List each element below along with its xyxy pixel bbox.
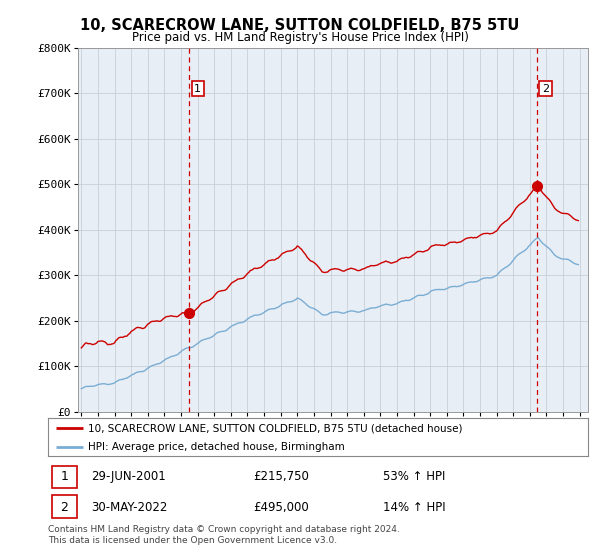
Text: 1: 1 [194,83,201,94]
Text: 14% ↑ HPI: 14% ↑ HPI [383,501,445,514]
Text: £495,000: £495,000 [253,501,309,514]
Text: 53% ↑ HPI: 53% ↑ HPI [383,470,445,483]
Text: 29-JUN-2001: 29-JUN-2001 [91,470,166,483]
Text: £215,750: £215,750 [253,470,309,483]
FancyBboxPatch shape [52,496,77,517]
Text: HPI: Average price, detached house, Birmingham: HPI: Average price, detached house, Birm… [89,442,345,452]
Text: 2: 2 [542,83,549,94]
Text: 1: 1 [61,470,68,483]
FancyBboxPatch shape [52,466,77,488]
Text: 2: 2 [61,501,68,514]
Text: Price paid vs. HM Land Registry's House Price Index (HPI): Price paid vs. HM Land Registry's House … [131,31,469,44]
Text: Contains HM Land Registry data © Crown copyright and database right 2024.
This d: Contains HM Land Registry data © Crown c… [48,525,400,545]
Text: 10, SCARECROW LANE, SUTTON COLDFIELD, B75 5TU (detached house): 10, SCARECROW LANE, SUTTON COLDFIELD, B7… [89,423,463,433]
Text: 30-MAY-2022: 30-MAY-2022 [91,501,167,514]
Text: 10, SCARECROW LANE, SUTTON COLDFIELD, B75 5TU: 10, SCARECROW LANE, SUTTON COLDFIELD, B7… [80,18,520,33]
